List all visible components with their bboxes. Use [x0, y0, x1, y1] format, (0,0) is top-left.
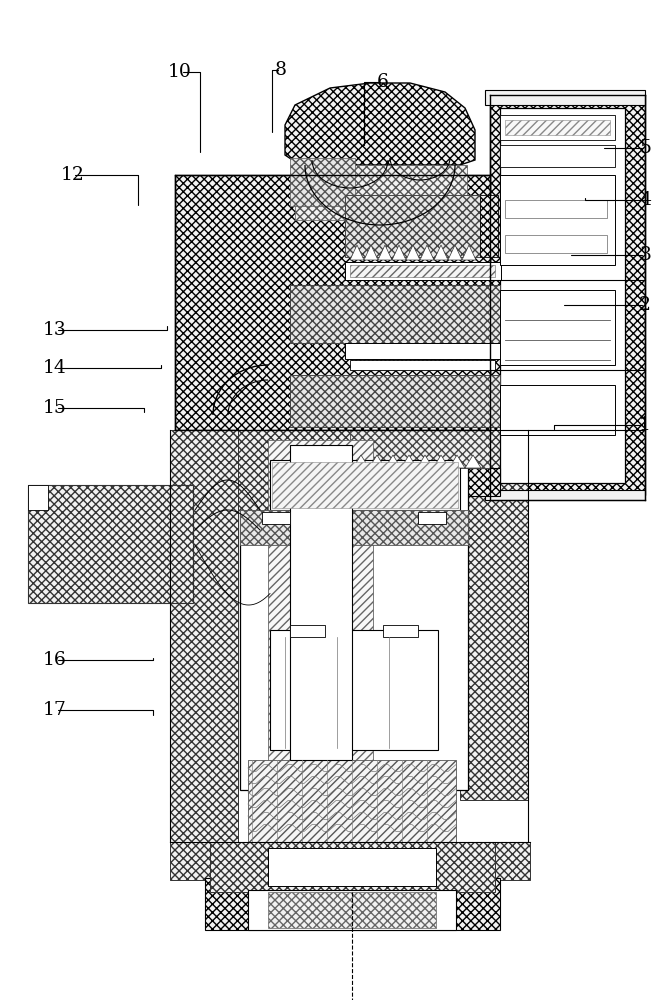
Bar: [505, 200, 607, 218]
Bar: [500, 290, 615, 365]
Text: 2: 2: [639, 296, 651, 314]
Polygon shape: [401, 455, 417, 468]
Bar: [248, 760, 456, 842]
Bar: [350, 430, 490, 468]
Polygon shape: [378, 245, 392, 260]
Polygon shape: [406, 245, 420, 260]
Polygon shape: [285, 83, 475, 165]
Bar: [485, 490, 645, 500]
Polygon shape: [385, 455, 401, 468]
Bar: [490, 95, 645, 495]
Bar: [290, 158, 355, 206]
Bar: [270, 460, 460, 510]
Polygon shape: [175, 175, 490, 510]
Text: 6: 6: [377, 73, 389, 91]
Text: 3: 3: [639, 246, 651, 264]
Bar: [240, 510, 468, 545]
Bar: [345, 195, 480, 257]
Bar: [290, 625, 325, 637]
Text: 10: 10: [168, 63, 192, 81]
Bar: [500, 145, 615, 167]
Bar: [350, 265, 495, 277]
Bar: [272, 462, 458, 508]
Bar: [480, 195, 498, 257]
Bar: [345, 262, 501, 280]
Bar: [28, 485, 193, 603]
Bar: [290, 375, 500, 427]
Bar: [505, 235, 607, 253]
Text: 15: 15: [43, 399, 67, 417]
Bar: [500, 115, 615, 140]
Bar: [210, 842, 495, 892]
Bar: [28, 485, 48, 510]
Bar: [345, 343, 501, 359]
Text: 1: 1: [639, 416, 651, 434]
Polygon shape: [433, 455, 449, 468]
Polygon shape: [369, 455, 385, 468]
Bar: [270, 630, 438, 750]
Polygon shape: [353, 455, 369, 468]
Bar: [460, 430, 528, 800]
Polygon shape: [350, 245, 364, 260]
Text: 13: 13: [43, 321, 67, 339]
Bar: [485, 90, 645, 105]
Bar: [418, 512, 446, 524]
Bar: [290, 445, 352, 760]
Bar: [268, 892, 436, 928]
Bar: [170, 430, 238, 845]
Bar: [350, 360, 495, 370]
Polygon shape: [462, 245, 476, 260]
Polygon shape: [392, 245, 406, 260]
Bar: [205, 878, 500, 930]
Polygon shape: [434, 245, 448, 260]
Polygon shape: [238, 430, 460, 510]
Bar: [170, 842, 530, 880]
Polygon shape: [420, 245, 434, 260]
Bar: [500, 108, 625, 483]
Polygon shape: [449, 455, 465, 468]
Bar: [505, 120, 610, 135]
Bar: [295, 165, 467, 220]
Bar: [290, 468, 500, 496]
Bar: [268, 848, 436, 886]
Bar: [290, 285, 500, 343]
Text: 4: 4: [639, 191, 651, 209]
Text: 14: 14: [43, 359, 67, 377]
Bar: [500, 175, 615, 265]
Bar: [268, 440, 373, 770]
Bar: [262, 512, 290, 524]
Bar: [383, 625, 418, 637]
Bar: [248, 890, 456, 930]
Polygon shape: [448, 245, 462, 260]
Polygon shape: [465, 455, 481, 468]
Text: 8: 8: [275, 61, 287, 79]
Polygon shape: [364, 245, 378, 260]
Text: 12: 12: [60, 166, 85, 184]
Text: 5: 5: [639, 139, 651, 157]
Polygon shape: [417, 455, 433, 468]
Bar: [240, 435, 468, 790]
Text: 16: 16: [43, 651, 67, 669]
Bar: [500, 385, 615, 435]
Text: 17: 17: [43, 701, 67, 719]
